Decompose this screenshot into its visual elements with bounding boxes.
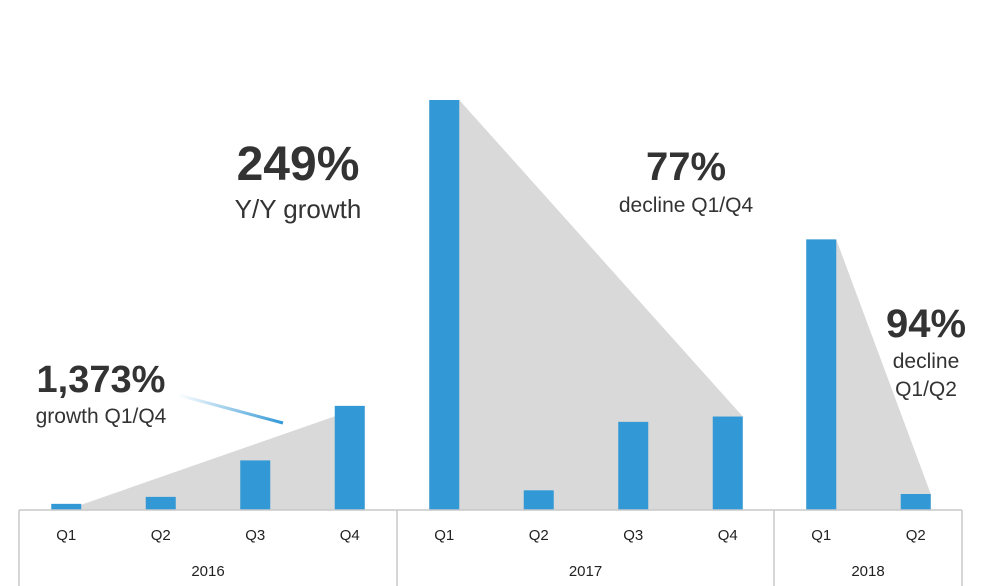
annotation-value: 1,373% [37, 359, 166, 401]
tick-label: Q2 [151, 527, 171, 544]
annotation-text: decline [893, 350, 960, 373]
trend-wedge-2018 [806, 239, 931, 510]
annotation-2016: 1,373% growth Q1/Q4 [36, 359, 284, 428]
tick-label: Q2 [906, 527, 926, 544]
trend-wedge-2016 [66, 405, 365, 510]
group-label: 2018 [851, 563, 884, 580]
bar-2017-Q1 [429, 100, 460, 510]
tick-label: Q3 [245, 527, 265, 544]
tick-label: Q2 [529, 527, 549, 544]
bar-2016-Q3 [240, 460, 271, 510]
x-axis: Q1 Q2 Q3 Q4 2016 Q1 Q2 Q3 Q4 2017 Q1 Q2 2018 [18, 509, 963, 586]
trend-wedge-2017 [429, 100, 743, 510]
annotation-yoy: 249% Y/Y growth [235, 138, 362, 224]
annotation-leader [177, 393, 284, 425]
annotation-value: 249% [237, 138, 360, 191]
tick-label: Q1 [434, 527, 454, 544]
annotation-text: Y/Y growth [235, 194, 362, 224]
annotation-text: growth Q1/Q4 [36, 405, 167, 428]
bar-2016-Q4 [334, 405, 365, 510]
tick-label: Q1 [811, 527, 831, 544]
group-label: 2016 [191, 563, 224, 580]
bar-2016-Q1 [51, 503, 82, 510]
trend-wedges [66, 100, 931, 510]
annotation-2017: 77% decline Q1/Q4 [531, 145, 753, 217]
bar-2018-Q1 [806, 239, 837, 510]
bar-2017-Q4 [712, 416, 743, 510]
bar-2017-Q2 [523, 490, 554, 510]
annotation-text-2: Q1/Q2 [895, 378, 957, 401]
annotation-text: decline Q1/Q4 [619, 194, 754, 217]
annotation-value: 77% [646, 145, 726, 189]
tick-label: Q4 [718, 527, 738, 544]
tick-label: Q3 [623, 527, 643, 544]
annotation-2018: 94% decline Q1/Q2 [849, 302, 966, 401]
tick-label: Q4 [340, 527, 360, 544]
bar-2018-Q2 [900, 494, 931, 510]
tick-label: Q1 [56, 527, 76, 544]
bar-2017-Q3 [618, 421, 649, 510]
annotation-value: 94% [886, 302, 966, 346]
bar-2016-Q2 [145, 496, 176, 510]
bars [51, 100, 931, 510]
group-label: 2017 [569, 563, 602, 580]
